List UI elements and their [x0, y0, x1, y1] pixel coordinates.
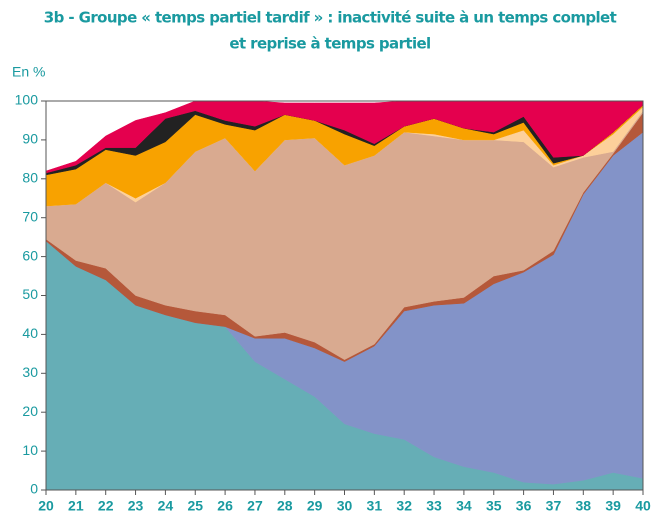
x-tick-label: 30 — [337, 498, 353, 514]
y-tick-label: 90 — [22, 131, 38, 147]
y-axis-label: En % — [12, 64, 45, 80]
y-tick-label: 30 — [22, 364, 38, 380]
y-tick-label: 20 — [22, 403, 38, 419]
chart-title: et reprise à temps partiel — [229, 35, 430, 53]
x-tick-label: 26 — [217, 498, 233, 514]
x-tick-label: 27 — [247, 498, 263, 514]
chart-title: 3b - Groupe « temps partiel tardif » : i… — [44, 9, 617, 27]
y-tick-label: 0 — [30, 481, 38, 497]
x-tick-label: 39 — [605, 498, 621, 514]
x-tick-label: 37 — [546, 498, 562, 514]
x-tick-label: 24 — [158, 498, 174, 514]
y-tick-label: 80 — [22, 170, 38, 186]
x-tick-label: 32 — [396, 498, 412, 514]
x-tick-label: 40 — [635, 498, 651, 514]
y-tick-label: 60 — [22, 247, 38, 263]
x-tick-label: 38 — [576, 498, 592, 514]
x-tick-label: 20 — [38, 498, 54, 514]
x-tick-label: 31 — [367, 498, 383, 514]
x-tick-label: 36 — [516, 498, 532, 514]
x-tick-label: 21 — [68, 498, 84, 514]
x-tick-label: 22 — [98, 498, 114, 514]
x-tick-label: 29 — [307, 498, 323, 514]
x-tick-label: 23 — [128, 498, 144, 514]
y-tick-label: 50 — [22, 286, 38, 302]
x-tick-label: 25 — [187, 498, 203, 514]
x-tick-label: 33 — [426, 498, 442, 514]
x-tick-label: 34 — [456, 498, 472, 514]
y-tick-label: 10 — [22, 442, 38, 458]
y-tick-label: 70 — [22, 208, 38, 224]
y-tick-label: 100 — [15, 92, 39, 108]
x-tick-label: 28 — [277, 498, 293, 514]
y-tick-label: 40 — [22, 325, 38, 341]
x-tick-label: 35 — [486, 498, 502, 514]
